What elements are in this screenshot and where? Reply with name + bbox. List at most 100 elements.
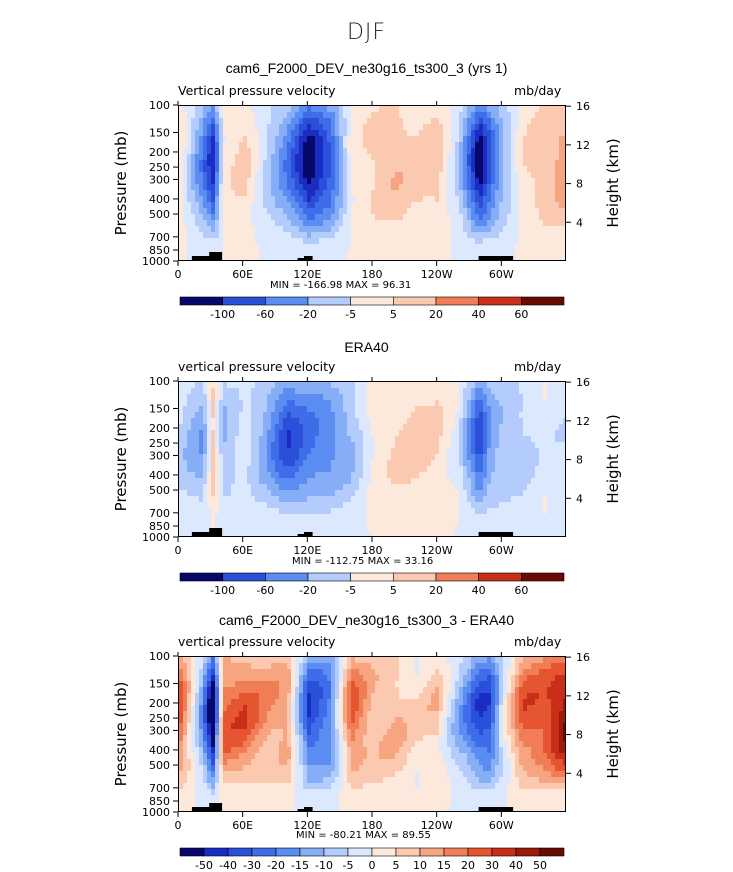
heatmap-cell	[487, 166, 492, 173]
heatmap-cell	[215, 502, 220, 509]
heatmap-cell	[259, 214, 264, 221]
heatmap-cell	[203, 142, 208, 149]
heatmap-cell	[499, 388, 504, 395]
heatmap-cell	[435, 106, 440, 113]
heatmap-cell	[415, 208, 420, 215]
heatmap-cell	[347, 148, 352, 155]
heatmap-cell	[551, 190, 556, 197]
heatmap-cell	[259, 496, 264, 503]
heatmap-cell	[507, 502, 512, 509]
heatmap-cell	[311, 118, 316, 125]
heatmap-cell	[339, 136, 344, 143]
heatmap-cell	[551, 148, 556, 155]
heatmap-cell	[323, 214, 328, 221]
heatmap-cell	[255, 490, 260, 497]
heatmap-cell	[535, 424, 540, 431]
heatmap-cell	[275, 514, 280, 521]
heatmap-cell	[539, 232, 544, 239]
heatmap-cell	[235, 526, 240, 533]
heatmap-cell	[555, 214, 560, 221]
heatmap-cell	[559, 400, 564, 407]
right-tick-label: 4	[576, 216, 583, 229]
heatmap-cell	[435, 136, 440, 143]
heatmap-cell	[515, 484, 520, 491]
heatmap-cell	[415, 484, 420, 491]
heatmap-cell	[431, 190, 436, 197]
heatmap-cell	[311, 388, 316, 395]
heatmap-cell	[499, 412, 504, 419]
heatmap-cell	[263, 184, 268, 191]
heatmap-cell	[519, 148, 524, 155]
heatmap-cell	[227, 250, 232, 257]
heatmap-cell	[411, 148, 416, 155]
heatmap-cell	[347, 238, 352, 245]
heatmap-cell	[559, 208, 564, 215]
heatmap-cell	[519, 460, 524, 467]
heatmap-cell	[319, 154, 324, 161]
heatmap-cell	[179, 250, 184, 257]
heatmap-cell	[387, 160, 392, 167]
heatmap-cell	[375, 190, 380, 197]
heatmap-cell	[183, 406, 188, 413]
heatmap-cell	[443, 250, 448, 257]
heatmap-cell	[319, 232, 324, 239]
heatmap-cell	[315, 226, 320, 233]
heatmap-cell	[411, 244, 416, 251]
heatmap-cell	[491, 508, 496, 515]
heatmap-cell	[255, 160, 260, 167]
heatmap-cell	[327, 154, 332, 161]
heatmap-cell	[343, 394, 348, 401]
heatmap-cell	[239, 406, 244, 413]
heatmap-cell	[451, 142, 456, 149]
heatmap-cell	[355, 400, 360, 407]
heatmap-cell	[495, 214, 500, 221]
heatmap-cell	[539, 406, 544, 413]
heatmap-cell	[471, 448, 476, 455]
heatmap-cell	[255, 508, 260, 515]
heatmap-cell	[263, 526, 268, 533]
heatmap-cell	[271, 448, 276, 455]
heatmap-cell	[499, 508, 504, 515]
heatmap-cell	[479, 184, 484, 191]
heatmap-cell	[363, 142, 368, 149]
x-tick-label: 60W	[489, 268, 514, 281]
heatmap-cell	[515, 196, 520, 203]
heatmap-cell	[331, 400, 336, 407]
heatmap-cell	[515, 448, 520, 455]
heatmap-cell	[299, 250, 304, 257]
heatmap-cell	[515, 214, 520, 221]
heatmap-cell	[231, 160, 236, 167]
heatmap-cell	[515, 142, 520, 149]
heatmap-cell	[331, 406, 336, 413]
heatmap-cell	[339, 436, 344, 443]
heatmap-cell	[499, 244, 504, 251]
heatmap-cell	[419, 208, 424, 215]
heatmap-cell	[191, 490, 196, 497]
heatmap-cell	[287, 160, 292, 167]
heatmap-cell	[287, 424, 292, 431]
heatmap-cell	[403, 130, 408, 137]
heatmap-cell	[207, 394, 212, 401]
heatmap-cell	[251, 424, 256, 431]
heatmap-cell	[507, 418, 512, 425]
heatmap-cell	[195, 496, 200, 503]
heatmap-cell	[215, 124, 220, 131]
heatmap-cell	[219, 394, 224, 401]
heatmap-cell	[563, 136, 565, 143]
heatmap-cell	[355, 424, 360, 431]
heatmap-cell	[187, 448, 192, 455]
heatmap-cell	[195, 208, 200, 215]
heatmap-cell	[323, 496, 328, 503]
heatmap-cell	[531, 490, 536, 497]
heatmap-cell	[407, 490, 412, 497]
heatmap-cell	[183, 382, 188, 389]
heatmap-cell	[563, 130, 565, 137]
heatmap-cell	[363, 178, 368, 185]
colorbar-label: 20	[429, 308, 443, 321]
heatmap-cell	[459, 472, 464, 479]
heatmap-cell	[335, 490, 340, 497]
heatmap-cell	[207, 520, 212, 527]
heatmap-cell	[451, 250, 456, 257]
heatmap-cell	[211, 184, 216, 191]
heatmap-cell	[215, 142, 220, 149]
